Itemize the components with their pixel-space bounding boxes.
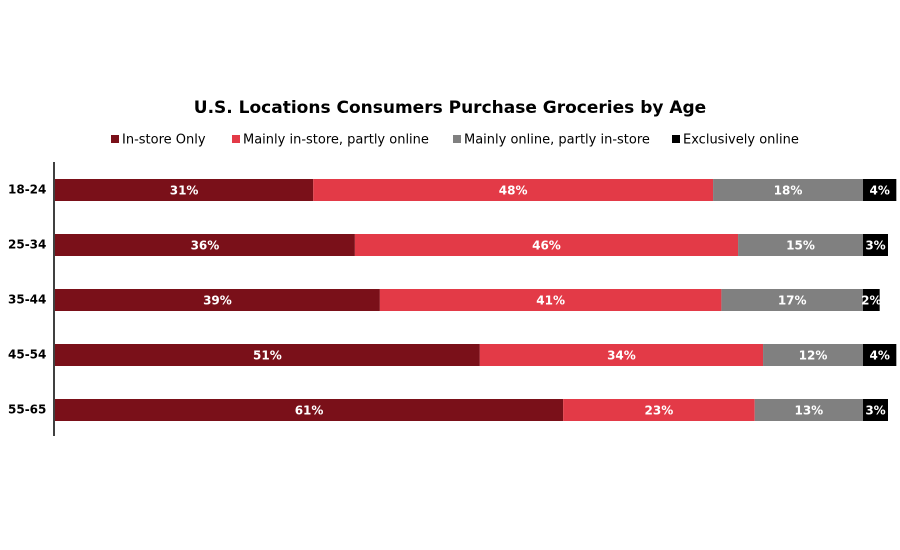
legend-label: Mainly in-store, partly online xyxy=(243,133,429,148)
bar-segment xyxy=(754,399,864,421)
y-tick-label: 25-34 xyxy=(8,238,46,252)
bar-segment xyxy=(863,234,888,256)
legend-label: Mainly online, partly in-store xyxy=(464,133,650,148)
y-tick-label: 18-24 xyxy=(8,183,46,197)
bar-segment xyxy=(863,179,897,201)
value-label: 13% xyxy=(794,404,823,418)
legend-swatch xyxy=(232,135,240,143)
bar-segment xyxy=(863,289,880,311)
bar-segment xyxy=(713,179,864,201)
value-label: 2% xyxy=(861,294,881,308)
legend-swatch xyxy=(672,135,680,143)
value-label: 15% xyxy=(786,239,815,253)
bar-segment xyxy=(763,344,864,366)
bar-segment xyxy=(738,234,864,256)
bar-segment xyxy=(863,399,888,421)
y-tick-label: 45-54 xyxy=(8,348,46,362)
value-label: 34% xyxy=(607,349,636,363)
value-label: 51% xyxy=(253,349,282,363)
value-label: 4% xyxy=(869,184,889,198)
legend-label: Exclusively online xyxy=(683,133,799,148)
bar-segment xyxy=(354,234,739,256)
legend-swatch xyxy=(453,135,461,143)
bar-segment xyxy=(863,344,897,366)
value-label: 48% xyxy=(499,184,528,198)
y-tick-label: 55-65 xyxy=(8,403,46,417)
bar-segment xyxy=(313,179,714,201)
y-tick-label: 35-44 xyxy=(8,293,46,307)
value-label: 46% xyxy=(532,239,561,253)
bar-segment xyxy=(379,289,722,311)
bar-segment xyxy=(55,399,564,421)
bar-segment xyxy=(55,179,314,201)
chart-title: U.S. Locations Consumers Purchase Grocer… xyxy=(194,98,706,118)
legend-label: In-store Only xyxy=(122,133,206,148)
value-label: 3% xyxy=(865,404,885,418)
value-label: 17% xyxy=(778,294,807,308)
bar-segment xyxy=(55,344,480,366)
value-label: 41% xyxy=(536,294,565,308)
value-label: 39% xyxy=(203,294,232,308)
value-label: 3% xyxy=(865,239,885,253)
value-label: 36% xyxy=(191,239,220,253)
legend-swatch xyxy=(111,135,119,143)
value-label: 31% xyxy=(170,184,199,198)
value-label: 23% xyxy=(645,404,674,418)
value-label: 12% xyxy=(799,349,828,363)
bar-segment xyxy=(55,289,380,311)
bar-segment xyxy=(721,289,864,311)
value-label: 4% xyxy=(869,349,889,363)
value-label: 61% xyxy=(295,404,324,418)
value-label: 18% xyxy=(774,184,803,198)
bar-segment xyxy=(563,399,755,421)
bar-segment xyxy=(55,234,355,256)
bar-segment xyxy=(479,344,764,366)
